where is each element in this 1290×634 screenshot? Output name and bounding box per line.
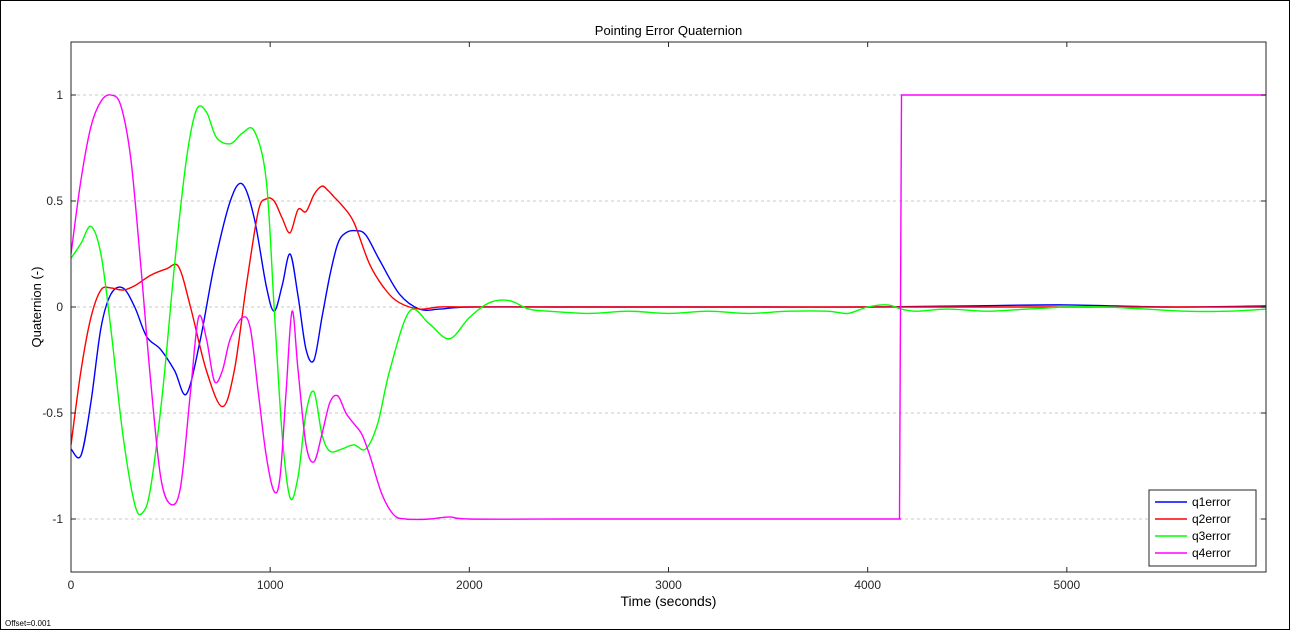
legend-label-q1error: q1error [1192,495,1231,509]
x-tick-label: 2000 [456,578,483,592]
series-line-q1error [70,182,1267,459]
series-layer [70,94,1267,521]
y-axis-label: Quaternion (-) [29,267,44,348]
y-tick-label: 0 [56,300,63,314]
tick-layer: -1 -0.5 0 0.5 1 0 1000 2000 3000 4000 5000 [42,42,1266,592]
legend-label-q2error: q2error [1192,512,1231,526]
series-line-q3error [70,105,1267,516]
series-line-q2error [70,185,1266,445]
chart-title: Pointing Error Quaternion [595,23,742,38]
y-tick-label: -1 [52,512,63,526]
x-tick-label: 4000 [854,578,881,592]
legend-label-q4error: q4error [1192,546,1231,560]
grid-layer [71,94,1266,520]
y-tick-label: 1 [56,88,63,102]
series-line-q4error [70,94,1266,521]
x-tick-label: 5000 [1053,578,1080,592]
legend-label-q3error: q3error [1192,529,1231,543]
x-tick-label: 0 [68,578,75,592]
offset-label: Offset=0.001 [5,619,51,628]
x-tick-label: 1000 [257,578,284,592]
x-axis-label: Time (seconds) [621,593,717,609]
y-tick-label: -0.5 [42,406,63,420]
legend[interactable]: q1error q2error q3error q4error [1148,489,1257,567]
y-tick-label: 0.5 [46,194,63,208]
x-tick-label: 3000 [655,578,682,592]
